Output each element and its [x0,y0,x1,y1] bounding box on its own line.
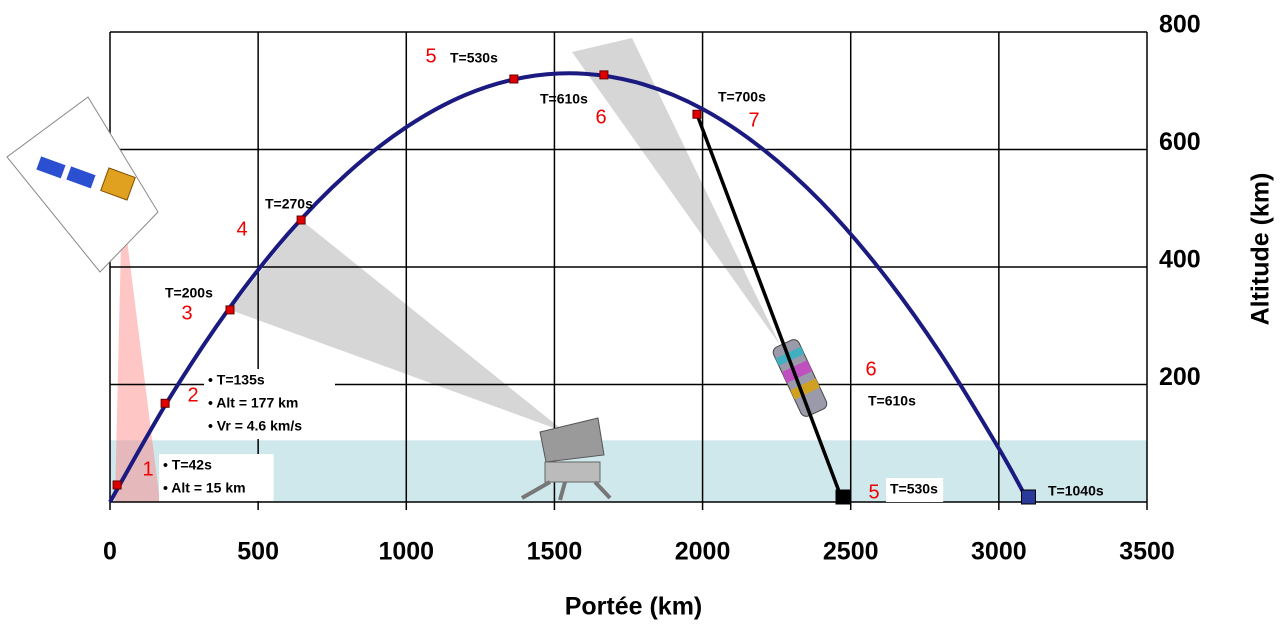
annotation-text: • Alt = 15 km [163,480,246,496]
annotation-number: 4 [236,218,247,240]
annotation-text: • Alt = 177 km [208,395,298,411]
page: {"chart_data": { "type": "line", "x_labe… [0,0,1286,637]
y-tick-label: 600 [1159,128,1201,156]
event-marker [297,216,305,224]
annotation-text: T=1040s [1048,483,1104,499]
annotation-number: 5 [868,481,879,503]
annotation-number: 7 [748,109,759,131]
impact-marker [836,490,850,504]
event-marker [113,481,121,489]
annotation-number: 5 [425,45,436,67]
x-tick-label: 2500 [823,538,879,566]
annotation-number: 3 [181,302,192,324]
annotation-number: 6 [865,358,876,380]
sensor-cone [572,38,780,345]
annotation-text: • T=42s [163,457,212,473]
event-marker [600,71,608,79]
annotation-text: T=700s [718,89,766,105]
y-tick-label: 400 [1159,246,1201,274]
y-tick-label: 200 [1159,363,1201,391]
x-tick-label: 3500 [1119,538,1175,566]
impact-marker [1021,490,1035,504]
y-tick-label: 800 [1159,11,1201,39]
annotation-text: T=270s [265,196,313,212]
x-axis-title: Portée (km) [565,593,703,621]
annotation-number: 2 [187,384,198,406]
annotation-text: T=610s [540,91,588,107]
y-axis-title: Altitude (km) [1247,173,1275,326]
annotation-number: 1 [142,458,153,480]
annotation-text: • T=135s [208,372,265,388]
event-marker [161,399,169,407]
x-tick-label: 0 [103,538,117,566]
x-tick-label: 500 [237,538,279,566]
event-marker [693,110,701,118]
event-marker [510,75,518,83]
x-tick-label: 1000 [378,538,434,566]
annotation-number: 6 [595,106,606,128]
x-tick-label: 1500 [527,538,583,566]
x-tick-label: 3000 [971,538,1027,566]
x-tick-label: 2000 [675,538,731,566]
annotation-text: T=530s [450,50,498,66]
annotation-text: T=610s [868,393,916,409]
event-marker [226,306,234,314]
chart: 0 500 1000 1500 2000 2500 3000 3500 200 400 600 800… [0,0,1286,637]
annotation-text: T=530s [890,481,938,497]
annotation-text: T=200s [165,285,213,301]
missile [771,338,828,419]
annotation-text: • Vr = 4.6 km/s [208,418,302,434]
